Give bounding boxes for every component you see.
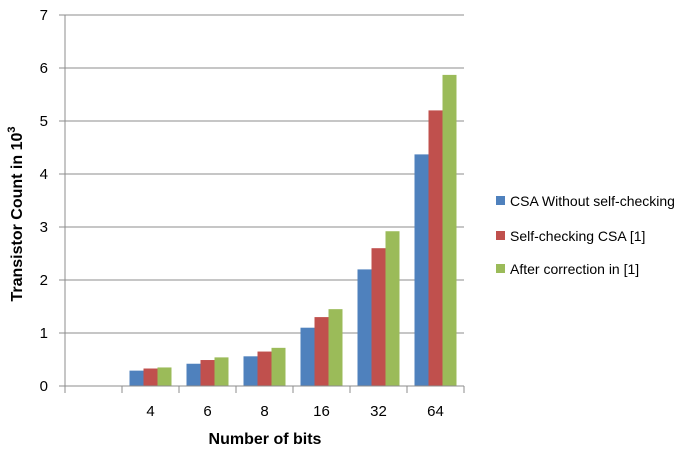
bar: [314, 317, 329, 386]
x-tick-label: 8: [260, 403, 268, 420]
y-tick-label: 4: [40, 166, 48, 183]
gridlines: [65, 14, 464, 334]
bar: [214, 357, 229, 386]
bar: [357, 269, 372, 386]
bar: [371, 248, 386, 386]
bar: [414, 154, 429, 386]
y-axis-title-superscript: 3: [6, 126, 18, 132]
bar: [428, 110, 443, 387]
y-axis-title-text: Transistor Count in 10: [9, 133, 26, 302]
bar: [243, 356, 258, 386]
x-axis-title: Number of bits: [209, 431, 322, 448]
legend-label: Self-checking CSA [1]: [510, 228, 645, 244]
x-tick-label: 16: [313, 403, 330, 420]
x-tick-label: 32: [370, 403, 387, 420]
bar: [186, 363, 201, 386]
bar: [328, 309, 343, 386]
bar: [129, 370, 144, 386]
y-tick-label: 5: [40, 113, 48, 130]
y-axis-title: Transistor Count in 103: [6, 126, 26, 301]
legend: CSA Without self-checking Self-checking C…: [496, 193, 675, 277]
bars: [129, 74, 457, 387]
x-tick-label: 64: [427, 403, 444, 420]
legend-swatch: [496, 231, 505, 240]
y-tick-label: 3: [40, 219, 48, 236]
y-tick-label: 0: [40, 378, 48, 395]
y-tick-label: 2: [40, 272, 48, 289]
x-tick-label: 4: [146, 403, 154, 420]
bar: [385, 231, 400, 386]
y-tick-label: 6: [40, 60, 48, 77]
legend-swatch: [496, 264, 505, 273]
y-tick-label: 7: [40, 7, 48, 24]
axes: [59, 14, 465, 393]
legend-label: CSA Without self-checking: [510, 193, 675, 209]
y-tick-label: 1: [40, 325, 48, 342]
bar: [157, 367, 172, 386]
bar: [442, 74, 457, 386]
bar: [200, 360, 215, 386]
bar: [257, 351, 272, 386]
bar: [300, 327, 315, 386]
bar: [271, 347, 286, 386]
y-tick-labels: 0 1 2 3 4 5 6 7: [40, 7, 48, 395]
legend-label: After correction in [1]: [510, 261, 639, 277]
x-tick-labels: 4 6 8 16 32 64: [146, 403, 444, 420]
legend-swatch: [496, 196, 505, 205]
bar: [143, 368, 158, 386]
x-tick-label: 6: [203, 403, 211, 420]
